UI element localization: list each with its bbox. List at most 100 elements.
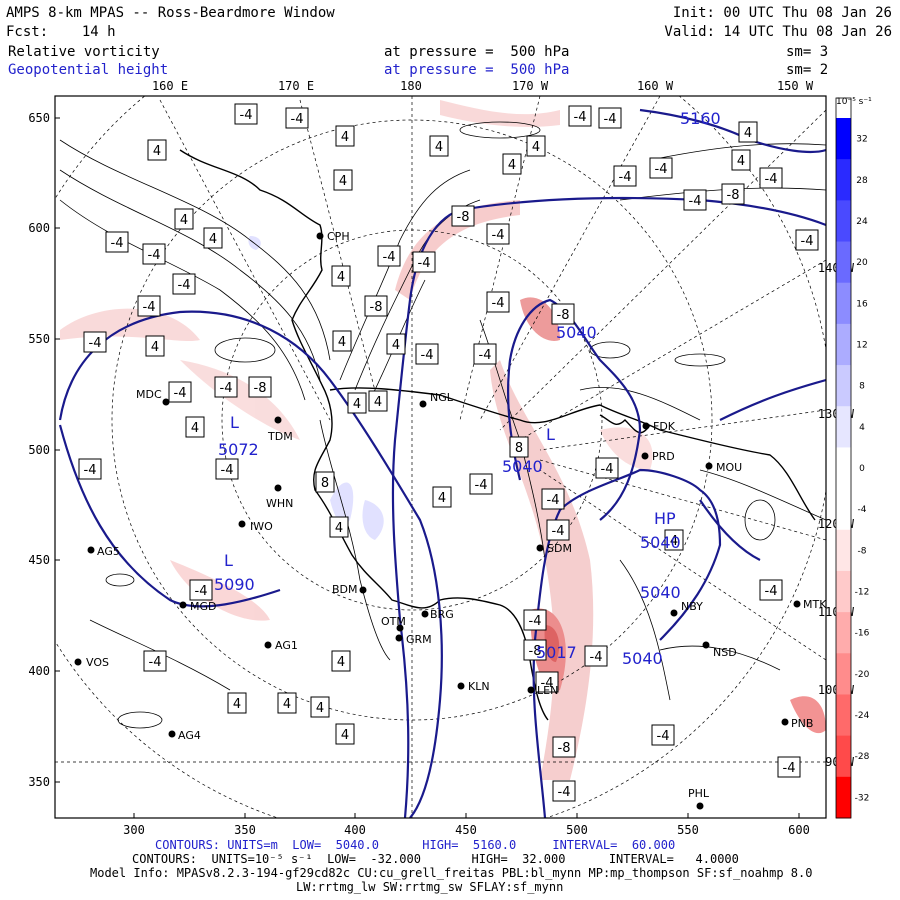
svg-text:4: 4 xyxy=(339,174,347,189)
vort-label-pos4: 4 xyxy=(333,169,353,191)
svg-text:4: 4 xyxy=(353,397,361,412)
vort-label-neg8: -8 xyxy=(721,183,745,205)
svg-text:-4: -4 xyxy=(657,729,670,744)
vort-label-neg8: -8 xyxy=(364,295,388,317)
height-label: 5040 xyxy=(640,583,681,602)
field1-level: at pressure = 500 hPa xyxy=(384,44,570,60)
colorbar-label: 16 xyxy=(856,299,868,309)
svg-text:-4: -4 xyxy=(604,112,617,127)
station-otm: OTM xyxy=(381,615,406,632)
svg-text:-4: -4 xyxy=(590,650,603,665)
vort-label-neg4: -4 xyxy=(568,105,592,127)
svg-text:4: 4 xyxy=(209,232,217,247)
svg-text:4: 4 xyxy=(151,340,159,355)
height-label: 5040 xyxy=(502,457,543,476)
vort-label-pos4: 4 xyxy=(738,121,758,143)
y-axis: 650 600 550 500 450 400 350 xyxy=(28,111,60,789)
vort-label-pos4: 4 xyxy=(147,139,167,161)
vort-label-neg4: -4 xyxy=(214,376,238,398)
svg-text:-4: -4 xyxy=(529,614,542,629)
vort-label-neg4: -4 xyxy=(168,381,192,403)
vort-label-neg4: -4 xyxy=(285,107,309,129)
svg-text:SDM: SDM xyxy=(547,542,572,555)
svg-text:8: 8 xyxy=(515,441,523,456)
vort-label-neg4: -4 xyxy=(473,343,497,365)
svg-text:PNB: PNB xyxy=(791,717,813,730)
colorbar-label: 12 xyxy=(856,340,867,350)
low-marker: L xyxy=(546,425,555,444)
svg-text:-4: -4 xyxy=(421,348,434,363)
svg-text:-4: -4 xyxy=(492,296,505,311)
vort-label-neg8: -8 xyxy=(523,639,547,661)
vort-label-pos4: 4 xyxy=(731,149,751,171)
vort-label-neg4: -4 xyxy=(234,103,258,125)
svg-text:-4: -4 xyxy=(552,524,565,539)
svg-text:-8: -8 xyxy=(254,381,267,396)
vort-label-pos4: 4 xyxy=(386,333,406,355)
vort-label-pos4: 4 xyxy=(502,153,522,175)
colorbar: 10⁻⁵ s⁻¹ 32 28 24 20 16 12 8 4 0 -4 -8 -12 -16 -20 -24… xyxy=(835,97,872,819)
svg-text:-4: -4 xyxy=(492,228,505,243)
vort-label-neg4: -4 xyxy=(523,609,547,631)
colorbar-label: -20 xyxy=(855,670,870,680)
colorbar-cell xyxy=(836,200,851,243)
station-kln: KLN xyxy=(457,680,490,693)
colorbar-label: -24 xyxy=(855,711,870,721)
station-sdm: SDM xyxy=(536,542,572,555)
svg-text:4: 4 xyxy=(335,521,343,536)
vort-label-pos4: 4 xyxy=(347,392,367,414)
vort-label-pos4: 4 xyxy=(332,330,352,352)
colorbar-cell xyxy=(836,488,851,531)
svg-text:-4: -4 xyxy=(783,761,796,776)
svg-text:-4: -4 xyxy=(240,108,253,123)
vort-label-neg4: -4 xyxy=(584,645,608,667)
vort-label-pos4: 4 xyxy=(310,696,330,718)
svg-text:-4: -4 xyxy=(383,250,396,265)
colorbar-label: 20 xyxy=(856,258,868,268)
colorbar-label: -12 xyxy=(855,588,870,598)
colorbar-label: 8 xyxy=(859,382,865,392)
vort-label-neg4: -4 xyxy=(649,157,673,179)
svg-text:650: 650 xyxy=(28,111,50,125)
svg-text:KLN: KLN xyxy=(468,680,490,693)
svg-text:-4: -4 xyxy=(220,381,233,396)
svg-text:-4: -4 xyxy=(221,463,234,478)
field2-level: at pressure = 500 hPa xyxy=(384,62,570,78)
svg-text:170 E: 170 E xyxy=(278,79,314,93)
height-label: 5040 xyxy=(640,533,681,552)
svg-text:450: 450 xyxy=(28,553,50,567)
colorbar-cell xyxy=(836,570,851,613)
svg-text:BDM: BDM xyxy=(332,583,358,596)
svg-text:500: 500 xyxy=(566,823,588,837)
colorbar-cell xyxy=(836,529,851,572)
vort-label-neg4: -4 xyxy=(137,295,161,317)
vort-label-neg8: -8 xyxy=(248,376,272,398)
stations: CPH MDC TDM WHN IWO AG5 MGD VOS AG1 AG4 … xyxy=(74,230,826,810)
station-prd: PRD xyxy=(641,450,675,463)
svg-text:4: 4 xyxy=(180,213,188,228)
svg-text:600: 600 xyxy=(28,221,50,235)
svg-text:-4: -4 xyxy=(149,655,162,670)
station-mdc: MDC xyxy=(136,388,170,406)
svg-text:4: 4 xyxy=(435,140,443,155)
svg-text:600: 600 xyxy=(788,823,810,837)
vort-label-pos4: 4 xyxy=(331,265,351,287)
field1-smooth: sm= 3 xyxy=(786,44,829,60)
svg-text:-8: -8 xyxy=(457,210,470,225)
svg-text:550: 550 xyxy=(677,823,699,837)
station-mgd: MGD xyxy=(179,600,217,613)
colorbar-label: 28 xyxy=(856,176,868,186)
svg-text:4: 4 xyxy=(744,126,752,141)
svg-text:4: 4 xyxy=(737,154,745,169)
station-nsd: NSD xyxy=(702,641,737,659)
height-label: 5040 xyxy=(556,323,597,342)
vort-label-neg4: -4 xyxy=(189,579,213,601)
station-ag4: AG4 xyxy=(168,729,201,742)
model-info-radiation: LW:rrtmg_lw SW:rrtmg_sw SFLAY:sf_mynn xyxy=(296,880,564,894)
svg-text:-4: -4 xyxy=(418,256,431,271)
svg-text:4: 4 xyxy=(341,728,349,743)
colorbar-cell xyxy=(836,118,851,160)
station-ag5: AG5 xyxy=(87,545,120,558)
svg-text:PRD: PRD xyxy=(652,450,675,463)
station-fdk: FDK xyxy=(642,420,676,433)
